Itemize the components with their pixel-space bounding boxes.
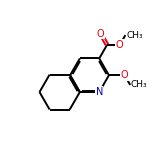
- Text: N: N: [96, 87, 103, 97]
- Text: O: O: [116, 40, 124, 50]
- Text: CH₃: CH₃: [131, 80, 148, 89]
- Text: CH₃: CH₃: [126, 31, 143, 40]
- Text: O: O: [121, 70, 128, 80]
- Text: O: O: [97, 29, 105, 39]
